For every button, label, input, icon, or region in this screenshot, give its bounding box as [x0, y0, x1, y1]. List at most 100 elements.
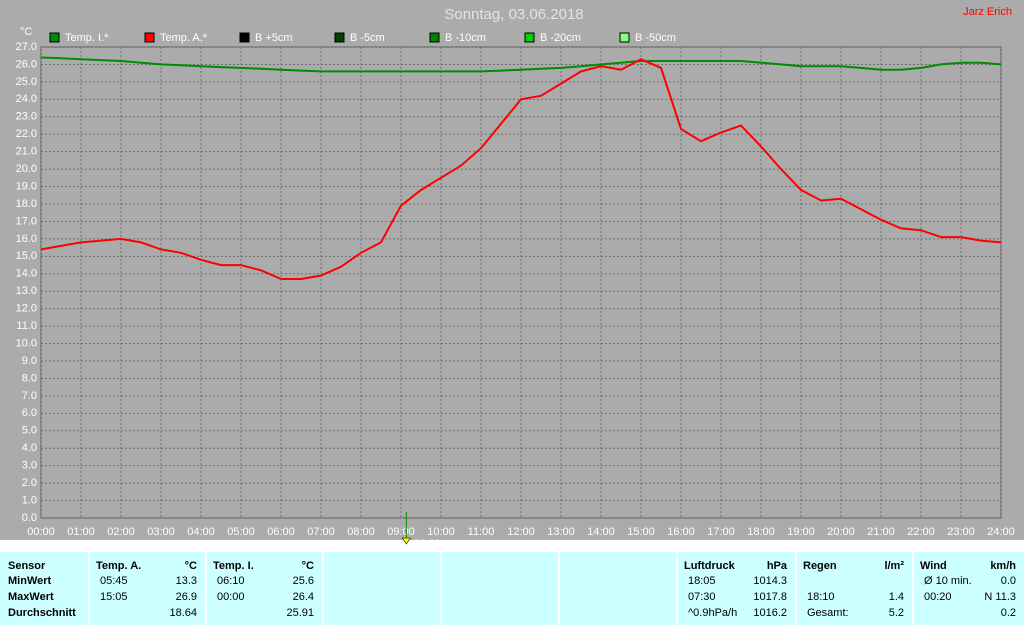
- row-label: MaxWert: [8, 591, 54, 603]
- panel-title: Temp. I.: [213, 560, 254, 572]
- y-tick-label: 24.0: [16, 93, 37, 105]
- x-tick-label: 18:00: [747, 526, 775, 538]
- y-tick-label: 27.0: [16, 41, 37, 53]
- panel-unit: hPa: [766, 560, 787, 572]
- row-label: MinWert: [8, 575, 52, 587]
- panel-title: Temp. A.: [96, 560, 142, 572]
- x-tick-label: 07:00: [307, 526, 335, 538]
- row-value: N 11.3: [984, 591, 1016, 603]
- panel-title: Wind: [920, 560, 947, 572]
- x-tick-label: 00:00: [27, 526, 55, 538]
- row-time: 05:45: [100, 575, 128, 587]
- legend-label: B +5cm: [255, 32, 293, 44]
- x-tick-label: 04:00: [187, 526, 215, 538]
- stats-panel: [442, 552, 558, 625]
- row-time: 18:10: [807, 591, 835, 603]
- y-tick-label: 14.0: [16, 268, 37, 280]
- x-tick-label: 20:00: [827, 526, 855, 538]
- x-tick-label: 16:00: [667, 526, 695, 538]
- x-tick-label: 23:00: [947, 526, 975, 538]
- legend-label: B -20cm: [540, 32, 581, 44]
- legend-swatch: [144, 32, 155, 43]
- y-tick-label: 12.0: [16, 303, 37, 315]
- y-tick-label: 8.0: [22, 372, 37, 384]
- panel-unit: km/h: [990, 560, 1016, 572]
- legend-label: Temp. A.*: [160, 32, 208, 44]
- legend-label: B -10cm: [445, 32, 486, 44]
- sensor-title: Sensor: [8, 560, 46, 572]
- row-value: 26.9: [175, 591, 197, 603]
- row-value: 5.2: [888, 607, 904, 619]
- legend-swatch: [239, 32, 250, 43]
- y-tick-label: 2.0: [22, 477, 37, 489]
- y-tick-label: 22.0: [16, 128, 37, 140]
- row-value: 0.2: [1000, 607, 1016, 619]
- row-value: 18.64: [169, 607, 197, 619]
- stats-panel: [0, 552, 88, 625]
- x-tick-label: 15:00: [627, 526, 655, 538]
- y-tick-label: 3.0: [22, 460, 37, 472]
- y-tick-label: 23.0: [16, 111, 37, 123]
- y-tick-label: 11.0: [16, 320, 37, 332]
- row-value: 1016.2: [753, 607, 787, 619]
- x-tick-label: 19:00: [787, 526, 815, 538]
- row-value: 26.4: [292, 591, 314, 603]
- y-tick-label: 13.0: [16, 285, 37, 297]
- x-tick-label: 02:00: [107, 526, 135, 538]
- x-tick-label: 24:00: [987, 526, 1015, 538]
- row-value: 13.3: [175, 575, 197, 587]
- row-value: 25.6: [292, 575, 314, 587]
- y-tick-label: 19.0: [16, 180, 37, 192]
- author: Jarz Erich: [963, 6, 1012, 18]
- legend-swatch: [334, 32, 345, 43]
- row-value: 25.91: [286, 607, 314, 619]
- row-time: Ø 10 min.: [924, 575, 972, 587]
- stats-panel: [324, 552, 440, 625]
- y-tick-label: 26.0: [16, 58, 37, 70]
- separator: [0, 540, 1024, 552]
- x-tick-label: 14:00: [587, 526, 615, 538]
- x-tick-label: 21:00: [867, 526, 895, 538]
- row-time: 00:00: [217, 591, 245, 603]
- panel-unit: °C: [184, 560, 197, 572]
- row-time: 06:10: [217, 575, 245, 587]
- legend-swatch: [49, 32, 60, 43]
- panel-title: Regen: [803, 560, 837, 572]
- row-time: Gesamt:: [807, 607, 849, 619]
- y-tick-label: 21.0: [16, 146, 37, 158]
- marker-label: 09:08: [413, 538, 441, 550]
- stats-panel: [207, 552, 322, 625]
- y-tick-label: 5.0: [22, 425, 37, 437]
- y-tick-label: 18.0: [16, 198, 37, 210]
- row-time: 18:05: [688, 575, 716, 587]
- y-tick-label: 17.0: [16, 215, 37, 227]
- stats-panel: [914, 552, 1024, 625]
- panel-unit: l/m²: [884, 560, 904, 572]
- legend-label: B -5cm: [350, 32, 385, 44]
- x-tick-label: 17:00: [707, 526, 735, 538]
- x-tick-label: 06:00: [267, 526, 295, 538]
- x-tick-label: 12:00: [507, 526, 535, 538]
- row-label: Durchschnitt: [8, 607, 76, 619]
- y-tick-label: 7.0: [22, 390, 37, 402]
- y-tick-label: 9.0: [22, 355, 37, 367]
- x-tick-label: 10:00: [427, 526, 455, 538]
- row-value: 1017.8: [753, 591, 787, 603]
- legend-label: B -50cm: [635, 32, 676, 44]
- legend-label: Temp. I.*: [65, 32, 109, 44]
- stats-table: Sensor MinWert MaxWert Durchschnitt Temp. A.…: [0, 552, 1024, 625]
- x-tick-label: 22:00: [907, 526, 935, 538]
- y-tick-label: 16.0: [16, 233, 37, 245]
- data-line: [40, 58, 1002, 280]
- stats-panel: [797, 552, 912, 625]
- data-line: [40, 56, 1002, 73]
- legend-swatch: [619, 32, 630, 43]
- y-tick-label: 10.0: [16, 337, 37, 349]
- row-time: 07:30: [688, 591, 716, 603]
- x-tick-label: 03:00: [147, 526, 175, 538]
- y-tick-label: 15.0: [16, 250, 37, 262]
- marker-icon: [401, 537, 411, 545]
- chart-title: Sonntag, 03.06.2018: [444, 6, 583, 23]
- panel-title: Luftdruck: [684, 560, 735, 572]
